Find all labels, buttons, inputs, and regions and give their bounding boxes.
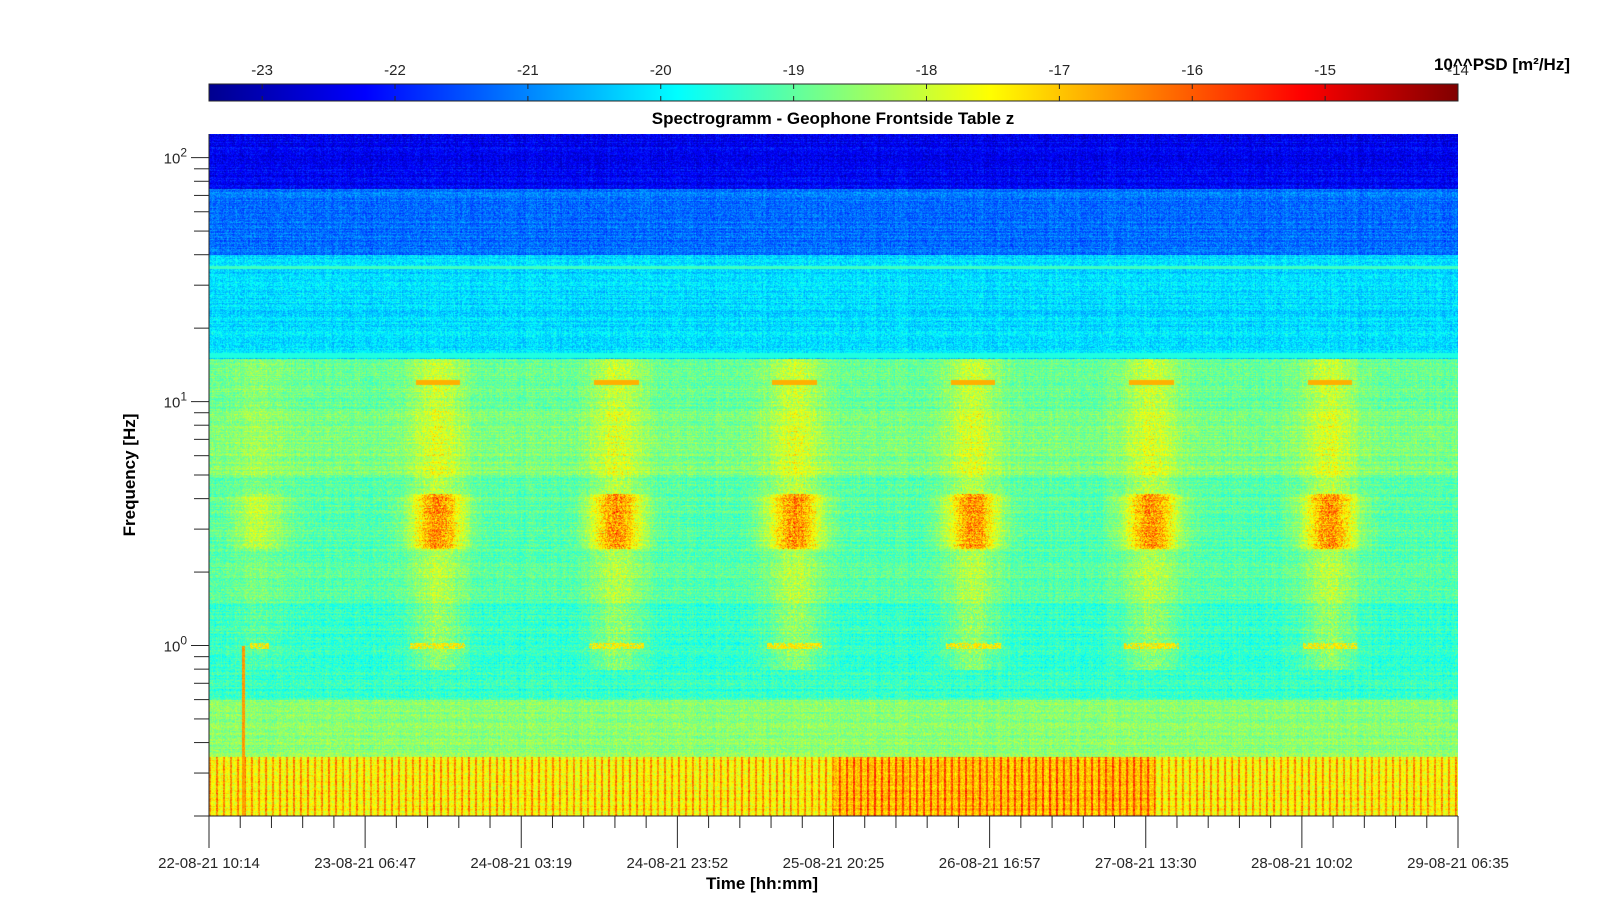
colorbar-tick-label: -14 [1447, 62, 1469, 79]
colorbar-ticks: -23 -22 -21 -20 -19 -18 -17 -16 -15 -14 [251, 62, 1469, 101]
spectrogram-heatmap [209, 134, 1458, 816]
colorbar-tick-label: -17 [1049, 62, 1071, 79]
x-tick-label: 23-08-21 06:47 [314, 855, 416, 872]
x-tick-label: 29-08-21 06:35 [1407, 855, 1509, 872]
x-tick-label: 26-08-21 16:57 [939, 855, 1041, 872]
colorbar-tick-label: -21 [517, 62, 539, 79]
chart-title: Spectrogramm - Geophone Frontside Table … [652, 109, 1014, 128]
x-axis-title: Time [hh:mm] [706, 874, 818, 893]
x-tick-label: 28-08-21 10:02 [1251, 855, 1353, 872]
colorbar-tick-label: -22 [384, 62, 406, 79]
y-axis-ticks: 100 101 102 [164, 146, 209, 817]
x-tick-label: 25-08-21 20:25 [783, 855, 885, 872]
colorbar-tick-label: -19 [783, 62, 805, 79]
x-tick-label: 22-08-21 10:14 [158, 855, 260, 872]
y-tick-label: 100 [164, 634, 188, 656]
x-tick-label: 24-08-21 23:52 [627, 855, 729, 872]
x-tick-label: 27-08-21 13:30 [1095, 855, 1197, 872]
colorbar-tick-label: -23 [251, 62, 273, 79]
y-axis-title: Frequency [Hz] [120, 414, 139, 537]
colorbar-tick-label: -20 [650, 62, 672, 79]
colorbar [208, 83, 1459, 102]
x-tick-label: 24-08-21 03:19 [470, 855, 572, 872]
colorbar-tick-label: -16 [1181, 62, 1203, 79]
colorbar-tick-label: -18 [916, 62, 938, 79]
y-tick-label: 102 [164, 146, 188, 168]
y-tick-label: 101 [164, 390, 188, 412]
plot-area [209, 134, 1458, 816]
colorbar-tick-label: -15 [1314, 62, 1336, 79]
colorbar-label: 10^^PSD [m²/Hz] [1434, 55, 1570, 74]
x-axis-ticks: 22-08-21 10:14 23-08-21 06:47 24-08-21 03:… [158, 816, 1509, 872]
